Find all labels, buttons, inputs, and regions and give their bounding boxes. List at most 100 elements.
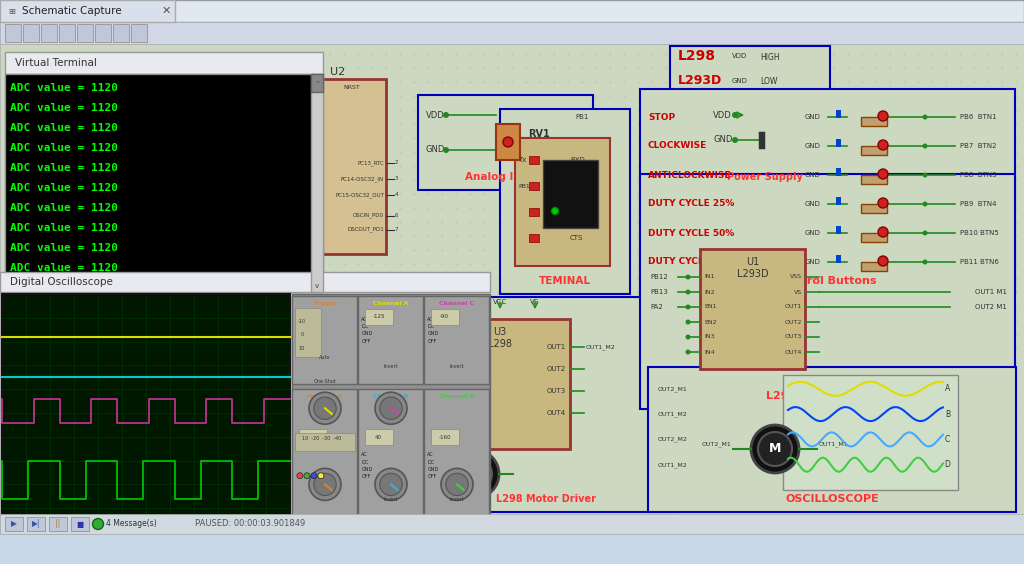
Text: 6: 6	[395, 213, 398, 218]
Bar	[311, 74, 323, 92]
Bar	[131, 24, 147, 42]
Bar	[515, 138, 610, 266]
Circle shape	[685, 289, 690, 294]
Text: GND: GND	[805, 201, 821, 207]
Text: PC14-OSC32_IN: PC14-OSC32_IN	[341, 176, 384, 182]
Text: GND: GND	[805, 143, 821, 149]
Bar	[640, 174, 1015, 409]
Text: Tx: Tx	[518, 157, 526, 163]
Text: OUT4: OUT4	[547, 410, 566, 416]
Circle shape	[923, 201, 928, 206]
Text: L298 Motor Driver: L298 Motor Driver	[496, 494, 596, 504]
Text: M: M	[769, 443, 781, 456]
Text: 4 Message(s): 4 Message(s)	[106, 519, 157, 528]
Text: ADC value = 1120: ADC value = 1120	[10, 143, 118, 153]
Text: 0: 0	[300, 332, 303, 337]
Text: 4: 4	[395, 192, 398, 197]
Circle shape	[923, 259, 928, 265]
Text: ✕: ✕	[162, 6, 171, 16]
Text: GND: GND	[434, 388, 450, 394]
Bar	[41, 24, 57, 42]
Text: IN3: IN3	[705, 334, 715, 340]
Text: IN2: IN2	[705, 289, 715, 294]
Circle shape	[317, 473, 324, 479]
Text: -10: -10	[298, 319, 306, 324]
Bar	[0, 272, 490, 292]
Text: Trigger: Trigger	[312, 301, 337, 306]
Circle shape	[309, 392, 341, 424]
Bar	[424, 296, 489, 385]
Bar	[0, 0, 1024, 22]
Text: PB13: PB13	[650, 289, 668, 295]
Circle shape	[375, 468, 407, 500]
Bar	[529, 156, 539, 164]
Text: RV1: RV1	[528, 129, 550, 139]
Text: OUT2_M2: OUT2_M2	[658, 437, 688, 442]
Text: VDD: VDD	[426, 111, 444, 120]
Circle shape	[380, 473, 402, 496]
Text: PB9  BTN4: PB9 BTN4	[961, 201, 996, 207]
Text: Channel A: Channel A	[373, 301, 409, 306]
Bar	[640, 89, 1015, 294]
Circle shape	[451, 450, 499, 498]
Text: OUT2 M1: OUT2 M1	[975, 304, 1007, 310]
Text: -90: -90	[440, 314, 450, 319]
Bar	[861, 146, 887, 155]
Bar	[292, 296, 357, 385]
Text: IN4: IN4	[705, 350, 715, 355]
Text: HIGH: HIGH	[760, 54, 779, 63]
Text: STOP: STOP	[648, 112, 675, 121]
Text: PB7  BTN2: PB7 BTN2	[961, 143, 996, 149]
Circle shape	[445, 473, 468, 496]
Circle shape	[878, 227, 888, 237]
Bar	[292, 389, 357, 530]
Bar	[836, 110, 841, 118]
Text: ADC value = 1120: ADC value = 1120	[10, 163, 118, 173]
Text: IN3: IN3	[434, 404, 443, 409]
Text: ||: ||	[55, 519, 60, 528]
Text: GND: GND	[805, 259, 821, 265]
Text: NRST: NRST	[344, 85, 360, 90]
Circle shape	[732, 137, 738, 143]
Text: GND: GND	[713, 135, 732, 144]
Text: OUT2: OUT2	[784, 319, 802, 324]
Circle shape	[443, 147, 449, 153]
Text: 40: 40	[375, 435, 382, 440]
Text: VS: VS	[530, 299, 540, 305]
Bar	[71, 517, 89, 531]
Text: PB11 BTN6: PB11 BTN6	[961, 259, 998, 265]
Text: OUT1: OUT1	[784, 305, 802, 310]
Text: L293D Motor Driver: L293D Motor Driver	[766, 391, 889, 401]
Bar	[0, 22, 1024, 44]
Bar	[700, 249, 805, 369]
Bar	[415, 297, 677, 512]
Circle shape	[375, 392, 407, 424]
Bar	[431, 309, 459, 325]
Circle shape	[923, 143, 928, 148]
Bar	[5, 517, 23, 531]
Text: PB1: PB1	[575, 114, 589, 120]
Text: PB1: PB1	[518, 183, 529, 188]
Text: PB10 BTN5: PB10 BTN5	[961, 230, 998, 236]
Text: GND: GND	[449, 402, 462, 407]
Bar	[0, 44, 1024, 534]
Text: Schematic Capture: Schematic Capture	[22, 6, 122, 16]
Text: DSCOUT_PD1: DSCOUT_PD1	[347, 227, 384, 232]
Text: Invert: Invert	[384, 497, 398, 503]
Bar	[295, 307, 322, 358]
Circle shape	[751, 425, 799, 473]
Text: Auto: Auto	[319, 355, 331, 360]
Circle shape	[297, 473, 303, 479]
Text: 10: 10	[299, 346, 305, 351]
Bar	[95, 24, 111, 42]
Circle shape	[92, 518, 103, 530]
Text: LOW: LOW	[760, 77, 777, 86]
Text: OSCIN_PD0: OSCIN_PD0	[353, 213, 384, 218]
Text: VS: VS	[794, 289, 802, 294]
Text: v: v	[315, 283, 319, 289]
Bar	[431, 429, 459, 445]
Text: OUT1_M2: OUT1_M2	[410, 466, 435, 472]
Text: ADC value = 1120: ADC value = 1120	[10, 203, 118, 213]
Circle shape	[685, 350, 690, 355]
Text: OUT1_M1: OUT1_M1	[819, 441, 849, 447]
